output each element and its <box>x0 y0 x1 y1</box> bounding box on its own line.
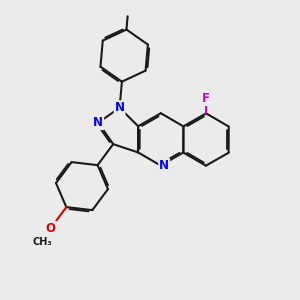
Text: N: N <box>115 101 124 114</box>
Text: O: O <box>46 222 56 235</box>
Text: N: N <box>159 159 169 172</box>
Text: CH₃: CH₃ <box>33 237 52 247</box>
Text: N: N <box>93 116 103 129</box>
Text: F: F <box>202 92 210 105</box>
